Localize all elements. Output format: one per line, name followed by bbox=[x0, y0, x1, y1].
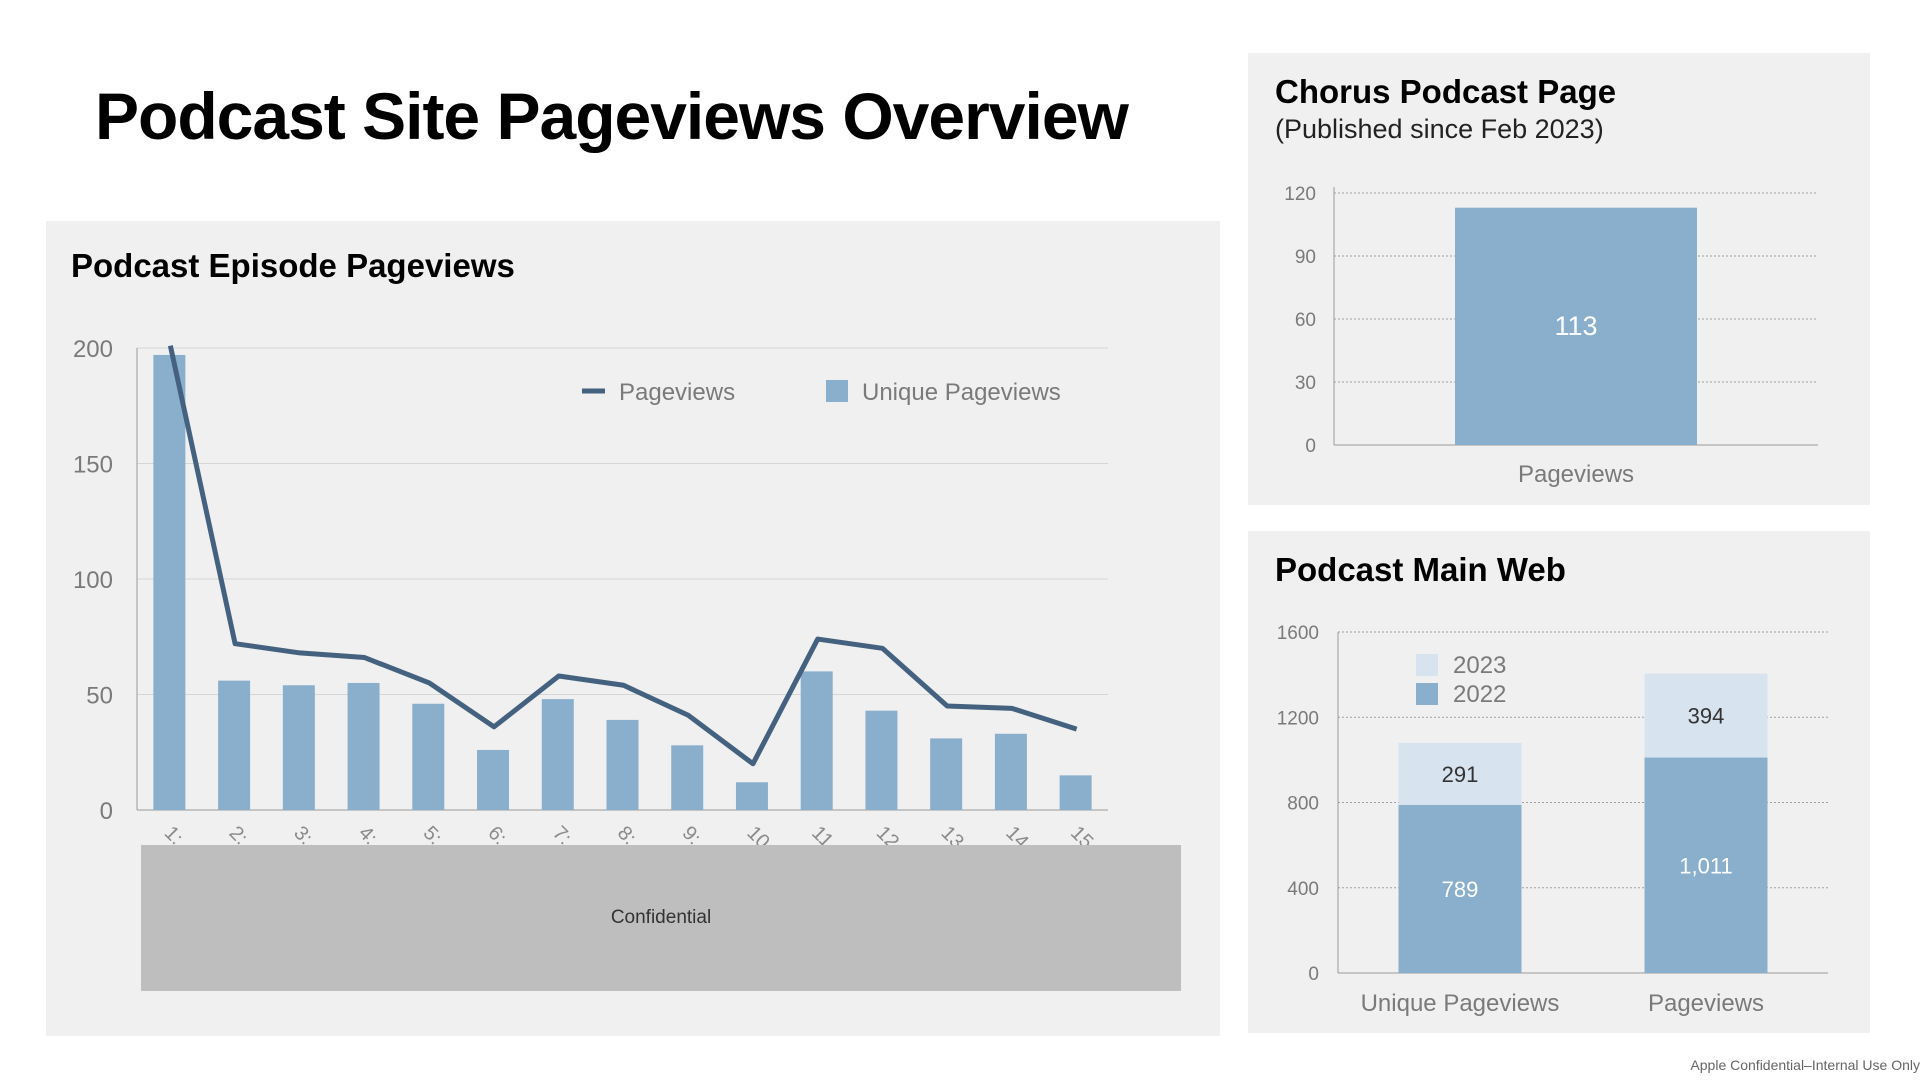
bar-value-label-2023: 291 bbox=[1442, 762, 1479, 787]
y-tick-label: 800 bbox=[1287, 794, 1319, 815]
mainweb-chart-title: Podcast Main Web bbox=[1275, 551, 1566, 588]
bar-unique-pageviews bbox=[606, 719, 639, 810]
x-tick-label: Pageviews bbox=[1518, 461, 1634, 488]
bar-2022 bbox=[1644, 757, 1768, 973]
bar-unique-pageviews bbox=[477, 749, 510, 810]
bar-unique-pageviews bbox=[865, 710, 898, 810]
bar-unique-pageviews bbox=[347, 682, 380, 810]
chorus-chart-subtitle: (Published since Feb 2023) bbox=[1275, 114, 1604, 144]
legend-unique-pageviews-swatch bbox=[826, 380, 848, 402]
bar-value-label: 113 bbox=[1554, 311, 1597, 341]
x-tick-label: Unique Pageviews bbox=[1361, 990, 1560, 1017]
y-tick-label: 1600 bbox=[1277, 623, 1319, 644]
bar-2023 bbox=[1644, 673, 1768, 758]
bar-2023 bbox=[1398, 742, 1522, 805]
episode-chart-title: Podcast Episode Pageviews bbox=[71, 247, 515, 284]
y-tick-label: 90 bbox=[1295, 247, 1316, 268]
line-pageviews bbox=[167, 345, 1078, 767]
bar-2022 bbox=[1398, 804, 1522, 973]
y-tick-label: 200 bbox=[73, 336, 113, 363]
bar-value-label-2022: 1,011 bbox=[1679, 853, 1732, 878]
bar-unique-pageviews bbox=[800, 671, 833, 810]
y-tick-label: 120 bbox=[1284, 184, 1316, 205]
legend-2023-swatch bbox=[1416, 654, 1438, 676]
legend-2022-label: 2022 bbox=[1453, 681, 1506, 708]
bar-unique-pageviews bbox=[412, 703, 445, 810]
y-tick-label: 1200 bbox=[1277, 708, 1319, 729]
y-tick-label: 50 bbox=[86, 683, 113, 710]
page-title: Podcast Site Pageviews Overview bbox=[95, 79, 1129, 153]
y-tick-label: 400 bbox=[1287, 879, 1319, 900]
confidential-overlay: Confidential bbox=[141, 845, 1181, 991]
confidential-label: Confidential bbox=[610, 907, 712, 928]
bar-value-label-2023: 394 bbox=[1688, 704, 1725, 729]
legend-unique-pageviews-label: Unique Pageviews bbox=[862, 379, 1061, 406]
bar-unique-pageviews bbox=[735, 782, 768, 810]
y-tick-label: 0 bbox=[100, 798, 113, 825]
chorus-chart-title: Chorus Podcast Page bbox=[1275, 73, 1617, 110]
y-tick-label: 0 bbox=[1305, 436, 1316, 457]
bar-unique-pageviews bbox=[671, 745, 704, 810]
legend-2022-swatch bbox=[1416, 683, 1438, 705]
y-tick-label: 150 bbox=[73, 452, 113, 479]
bar-unique-pageviews bbox=[930, 738, 963, 810]
bar-unique-pageviews bbox=[541, 699, 574, 810]
chorus-podcast-panel: Chorus Podcast Page (Published since Feb… bbox=[1248, 53, 1870, 505]
legend-pageviews-label: Pageviews bbox=[619, 379, 735, 406]
bar-unique-pageviews bbox=[994, 733, 1027, 810]
bar-unique-pageviews bbox=[1059, 775, 1092, 810]
x-tick-label: Pageviews bbox=[1648, 990, 1764, 1017]
bar-unique-pageviews bbox=[218, 680, 251, 810]
footer-note: Apple Confidential–Internal Use Only bbox=[1690, 1057, 1920, 1073]
bar-value-label-2022: 789 bbox=[1442, 877, 1479, 902]
bar-unique-pageviews bbox=[282, 685, 315, 810]
bar-unique-pageviews bbox=[153, 354, 186, 810]
legend-2023-label: 2023 bbox=[1453, 652, 1506, 679]
y-tick-label: 0 bbox=[1308, 964, 1319, 985]
y-tick-label: 30 bbox=[1295, 373, 1316, 394]
y-tick-label: 100 bbox=[73, 567, 113, 594]
bar-pageviews bbox=[1455, 207, 1697, 445]
y-tick-label: 60 bbox=[1295, 310, 1316, 331]
